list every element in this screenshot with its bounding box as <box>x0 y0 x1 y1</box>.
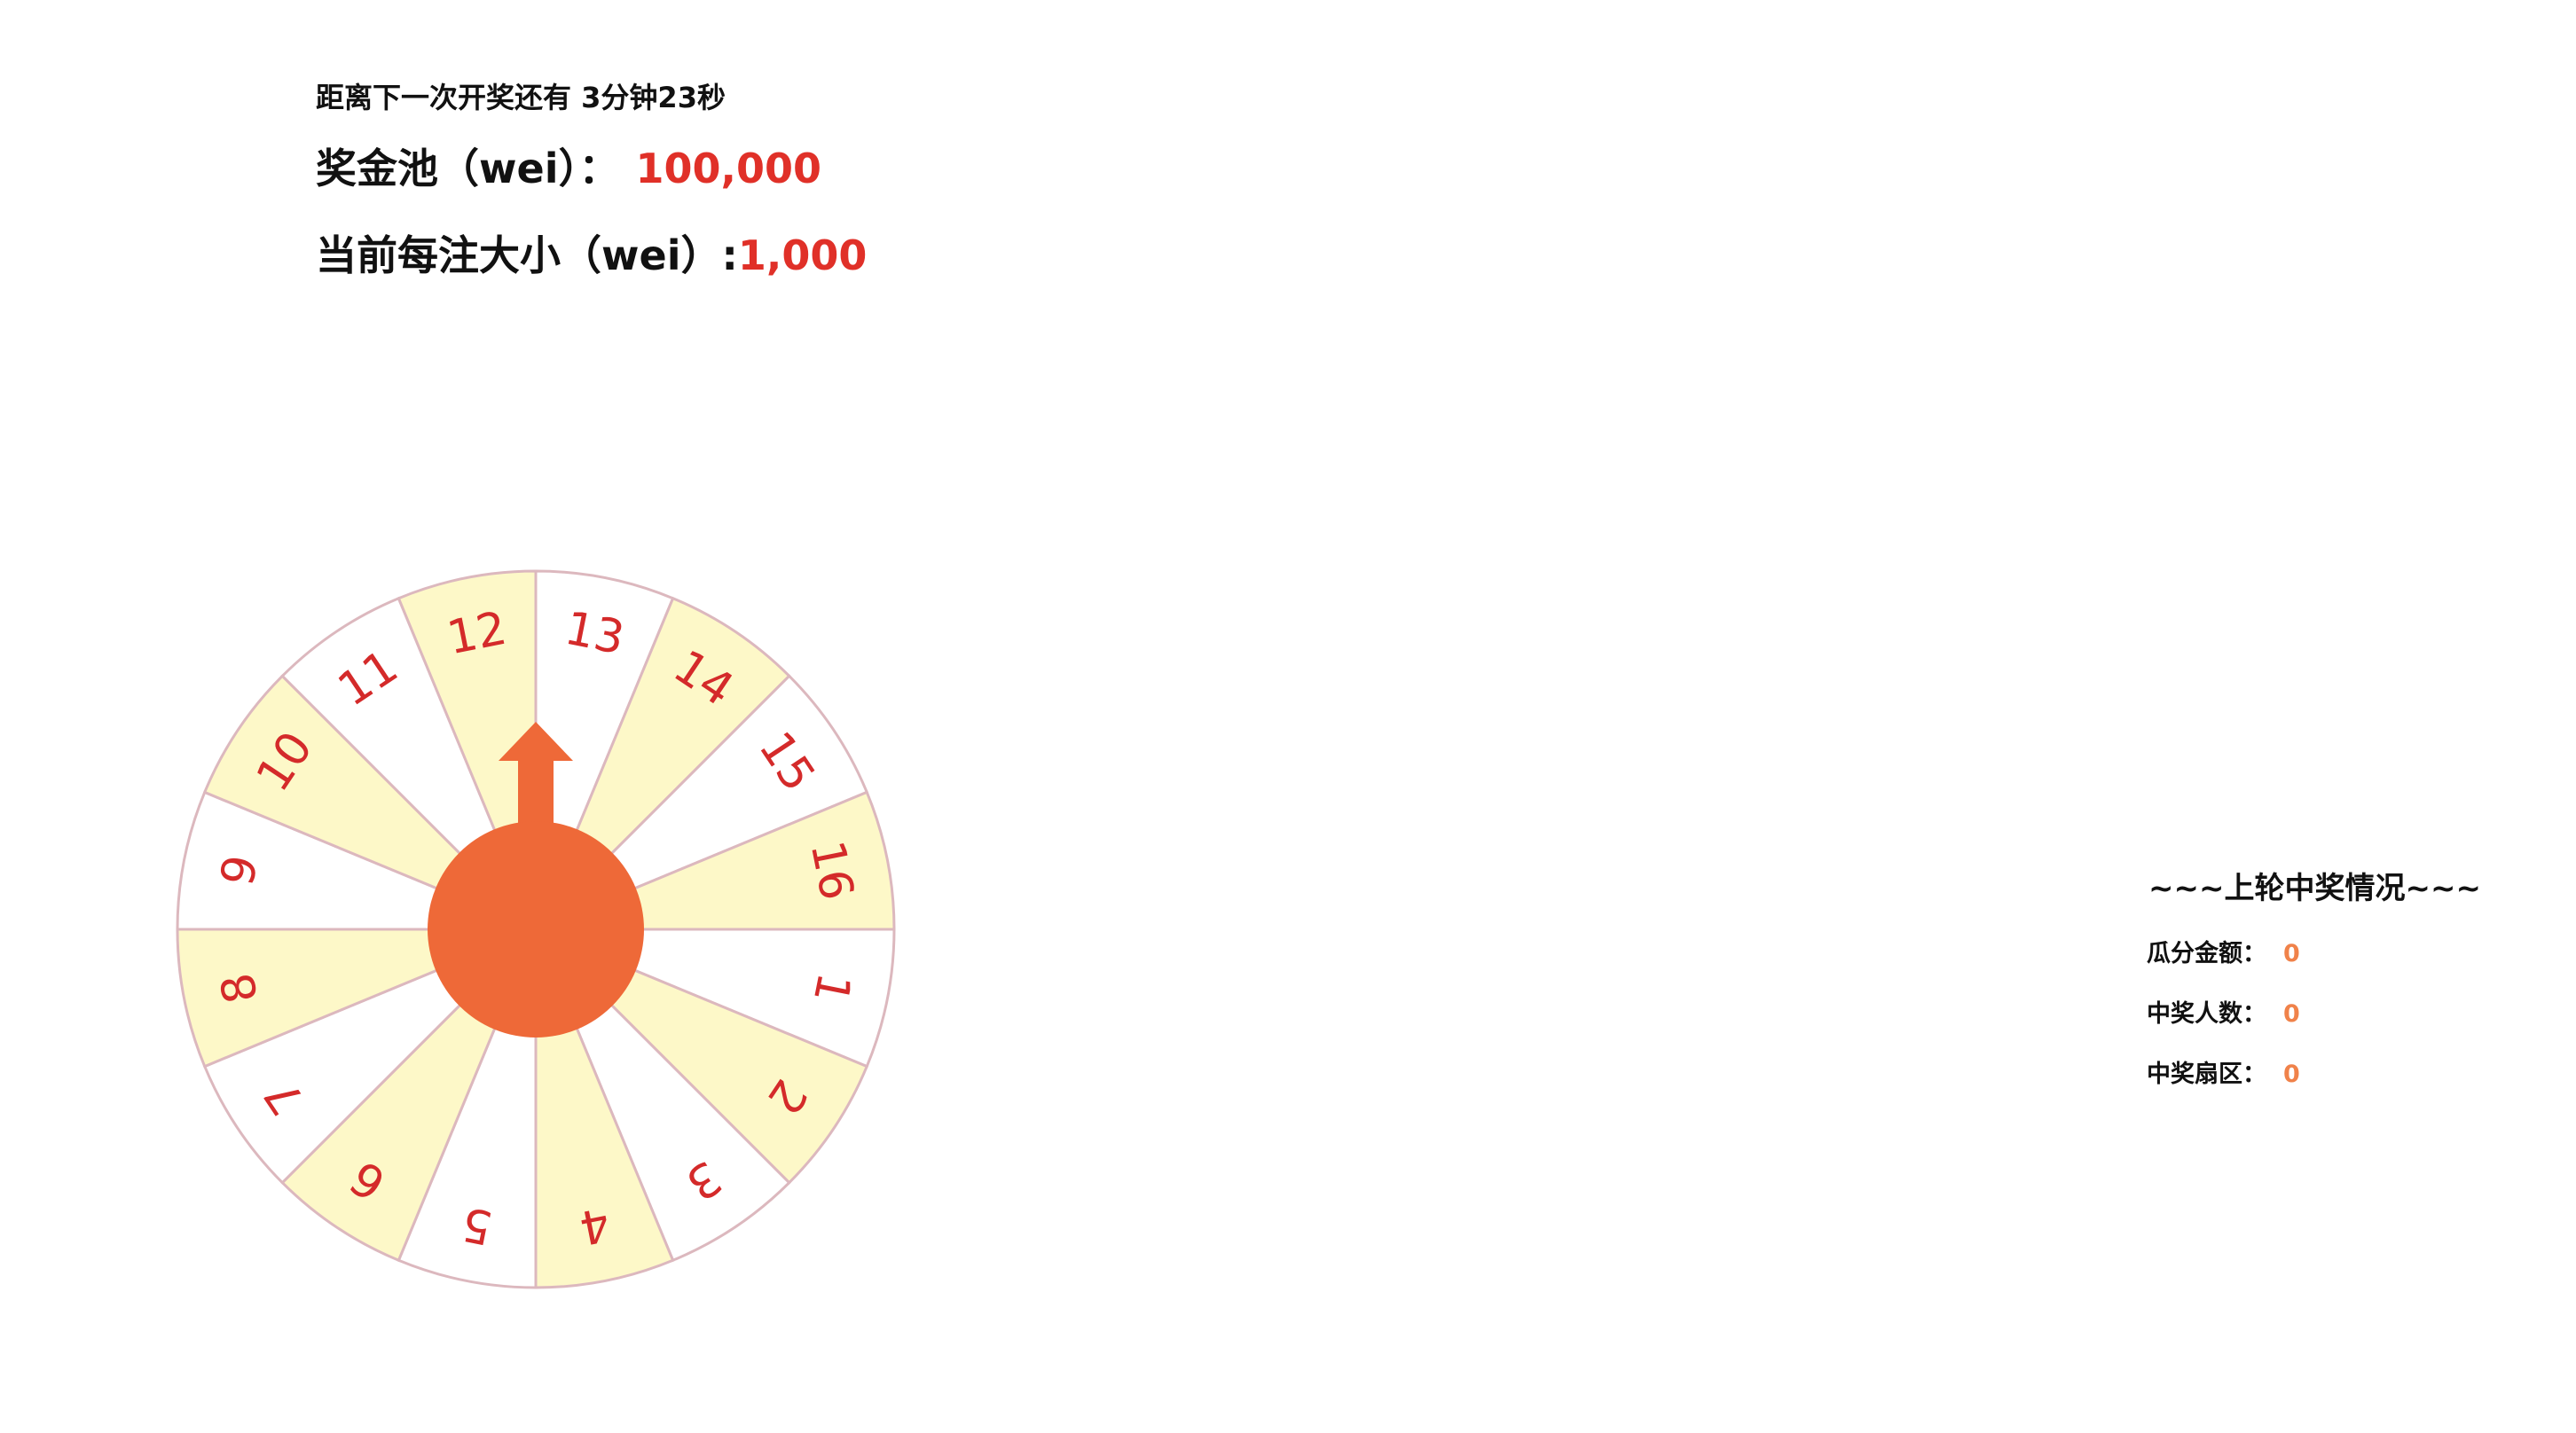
winner-count-label: 中奖人数： <box>2147 1000 2266 1028</box>
split-amount-label: 瓜分金额： <box>2147 940 2266 967</box>
prize-pool-label: 奖金池（wei）： <box>316 145 620 192</box>
winner-count-value: 0 <box>2283 1000 2300 1028</box>
last-round-panel: ~~~上轮中奖情况~~~ 瓜分金额： 0 中奖人数： 0 中奖扇区： 0 <box>2147 865 2519 1092</box>
split-amount-value: 0 <box>2283 940 2300 967</box>
wheel-pointer[interactable] <box>428 722 644 1038</box>
winning-sector-value: 0 <box>2283 1061 2300 1088</box>
spin-button[interactable] <box>428 821 644 1038</box>
winning-sector-label: 中奖扇区： <box>2147 1061 2266 1088</box>
prize-wheel[interactable]: 1 2 3 4 5 6 7 8 9 10 11 12 13 14 15 16 <box>174 568 898 1291</box>
pointer-arrow-icon <box>499 722 573 832</box>
countdown-text: 距离下一次开奖还有 3分钟23秒 <box>316 73 867 122</box>
wheel-number-13: 13 <box>561 602 629 666</box>
countdown-label: 距离下一次开奖还有 <box>316 81 572 114</box>
last-round-winning-sector: 中奖扇区： 0 <box>2147 1057 2519 1092</box>
wheel-number-12: 12 <box>443 602 511 666</box>
prize-pool: 奖金池（wei）： 100,000 <box>316 140 867 197</box>
last-round-title: ~~~上轮中奖情况~~~ <box>2148 871 2481 906</box>
bet-size: 当前每注大小（wei）:1,000 <box>316 227 867 284</box>
countdown-value: 3分钟23秒 <box>581 81 726 114</box>
bet-size-value: 1,000 <box>737 231 868 279</box>
prize-pool-value: 100,000 <box>635 145 821 192</box>
last-round-winner-count: 中奖人数： 0 <box>2147 997 2519 1032</box>
lottery-header: 距离下一次开奖还有 3分钟23秒 奖金池（wei）： 100,000 当前每注大小… <box>316 73 867 284</box>
bet-size-label: 当前每注大小（wei）: <box>316 231 738 279</box>
last-round-split-amount: 瓜分金额： 0 <box>2147 936 2519 972</box>
wheel-number-16: 16 <box>800 836 864 904</box>
